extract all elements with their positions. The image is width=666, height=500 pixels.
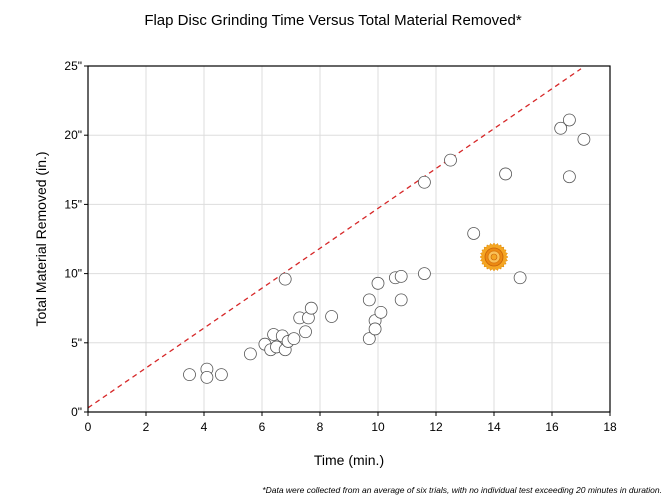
- data-point: [577, 132, 591, 146]
- data-point: [563, 170, 576, 184]
- data-point: [374, 305, 388, 319]
- data-point: [394, 269, 408, 283]
- data-point: [287, 332, 301, 346]
- y-tick-label: 5": [71, 336, 82, 350]
- data-point: [417, 175, 431, 189]
- data-point: [368, 322, 382, 336]
- data-point: [299, 325, 312, 339]
- x-tick-label: 18: [603, 420, 617, 434]
- data-point: [278, 272, 292, 286]
- data-points: [183, 113, 591, 384]
- data-point: [563, 113, 576, 127]
- data-point: [200, 370, 214, 384]
- data-point: [394, 293, 408, 307]
- x-tick-label: 8: [317, 420, 324, 434]
- highlight-point-center: [490, 253, 498, 261]
- x-tick-label: 12: [429, 420, 443, 434]
- y-tick-label: 0": [71, 405, 82, 419]
- data-point: [362, 332, 376, 346]
- y-axis-title: Total Material Removed (in.): [33, 151, 49, 327]
- plot-frame: [87, 65, 611, 413]
- data-point: [325, 310, 339, 323]
- data-point: [513, 271, 527, 285]
- data-point: [304, 301, 318, 315]
- data-point: [554, 121, 568, 135]
- y-tick-label: 10": [64, 267, 82, 281]
- y-tick-label: 25": [64, 59, 82, 73]
- reference-line: [87, 68, 582, 409]
- y-tick-label: 15": [64, 197, 82, 211]
- data-point: [243, 347, 257, 361]
- data-point: [444, 153, 457, 167]
- highlight-point: [479, 242, 509, 272]
- x-tick-label: 0: [85, 420, 92, 434]
- x-tick-label: 14: [487, 420, 501, 434]
- highlight-points: [479, 242, 509, 272]
- data-point: [183, 368, 196, 382]
- reference-line-layer: [87, 68, 582, 409]
- y-axis-ticks: 0" 5" 10" 15" 20" 25": [64, 59, 88, 419]
- x-tick-label: 6: [259, 420, 266, 434]
- chart-title: Flap Disc Grinding Time Versus Total Mat…: [144, 12, 522, 29]
- data-point: [362, 293, 376, 307]
- data-point: [499, 167, 513, 181]
- x-axis-title: Time (min.): [313, 452, 385, 468]
- y-tick-label: 20": [64, 128, 82, 142]
- grid: [88, 66, 610, 412]
- data-point: [467, 227, 481, 240]
- x-tick-label: 16: [545, 420, 559, 434]
- footnote: *Data were collected from an average of …: [262, 485, 662, 495]
- x-axis-ticks: 0 2 4 6 8 10 12 14 16 18: [85, 412, 617, 434]
- x-tick-label: 10: [371, 420, 385, 434]
- data-point: [417, 267, 431, 281]
- x-tick-label: 4: [201, 420, 208, 434]
- x-tick-label: 2: [143, 420, 150, 434]
- data-point: [371, 276, 385, 290]
- data-point: [214, 368, 228, 382]
